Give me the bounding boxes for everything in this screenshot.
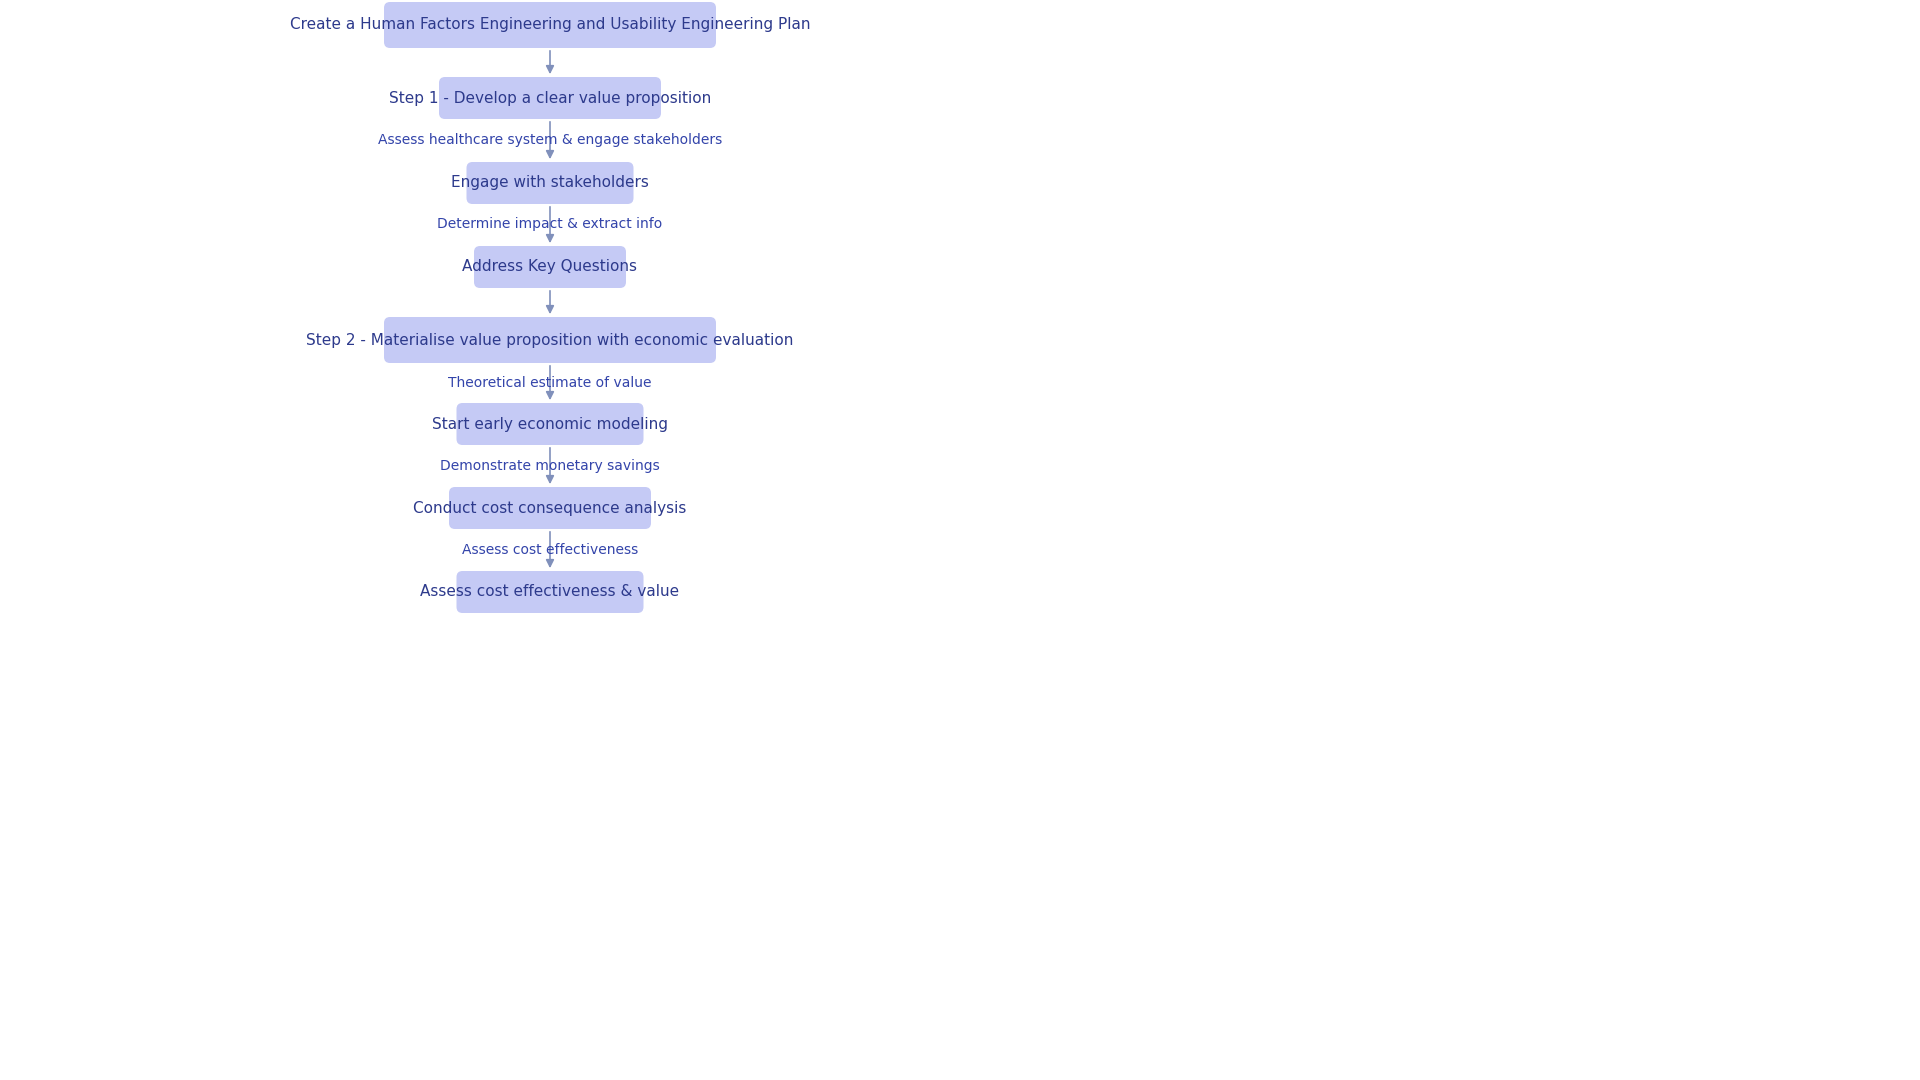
Text: Demonstrate monetary savings: Demonstrate monetary savings	[440, 459, 660, 473]
Text: Step 2 - Materialise value proposition with economic evaluation: Step 2 - Materialise value proposition w…	[307, 333, 793, 348]
FancyBboxPatch shape	[467, 162, 634, 204]
Text: Start early economic modeling: Start early economic modeling	[432, 417, 668, 432]
Text: Assess cost effectiveness & value: Assess cost effectiveness & value	[420, 584, 680, 599]
Text: Create a Human Factors Engineering and Usability Engineering Plan: Create a Human Factors Engineering and U…	[290, 17, 810, 32]
FancyBboxPatch shape	[449, 487, 651, 529]
Text: Conduct cost consequence analysis: Conduct cost consequence analysis	[413, 500, 687, 515]
Text: Assess cost effectiveness: Assess cost effectiveness	[463, 543, 637, 557]
Text: Step 1 - Develop a clear value proposition: Step 1 - Develop a clear value propositi…	[390, 91, 710, 106]
FancyBboxPatch shape	[440, 77, 660, 119]
Text: Assess healthcare system & engage stakeholders: Assess healthcare system & engage stakeh…	[378, 133, 722, 147]
FancyBboxPatch shape	[457, 403, 643, 445]
FancyBboxPatch shape	[384, 2, 716, 48]
Text: Engage with stakeholders: Engage with stakeholders	[451, 175, 649, 190]
Text: Theoretical estimate of value: Theoretical estimate of value	[447, 376, 651, 390]
Text: Address Key Questions: Address Key Questions	[463, 259, 637, 274]
FancyBboxPatch shape	[384, 318, 716, 363]
Text: Determine impact & extract info: Determine impact & extract info	[438, 217, 662, 231]
FancyBboxPatch shape	[474, 246, 626, 288]
FancyBboxPatch shape	[457, 571, 643, 613]
